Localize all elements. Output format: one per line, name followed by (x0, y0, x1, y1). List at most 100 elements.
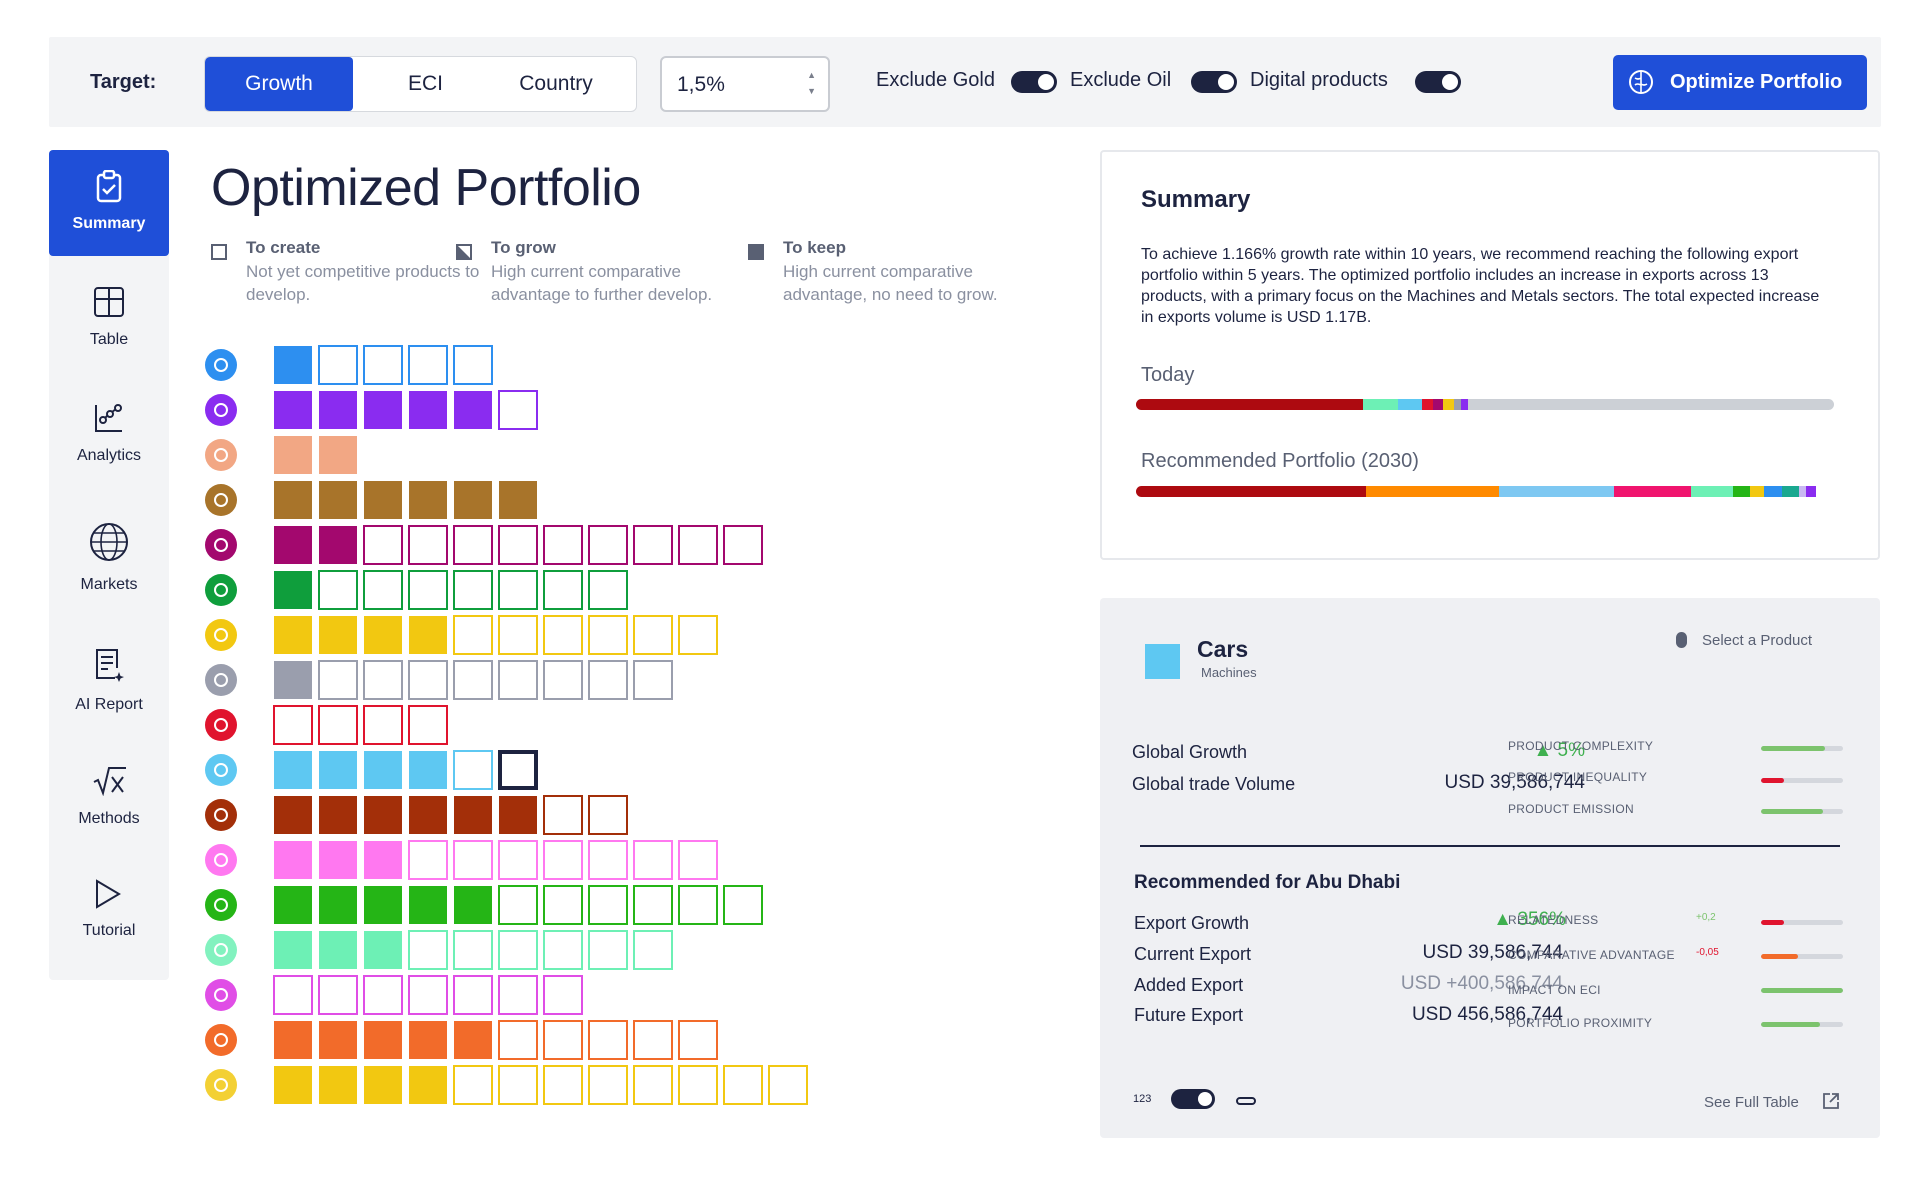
sidebar-item-methods[interactable]: Methods (49, 746, 169, 852)
product-cell[interactable] (318, 390, 358, 430)
product-cell[interactable] (588, 615, 628, 655)
product-cell[interactable] (363, 975, 403, 1015)
product-cell[interactable] (453, 1065, 493, 1105)
product-cell[interactable] (543, 525, 583, 565)
product-cell[interactable] (273, 885, 313, 925)
product-cell[interactable] (768, 1065, 808, 1105)
product-cell[interactable] (498, 480, 538, 520)
product-cell[interactable] (633, 930, 673, 970)
sidebar-item-analytics[interactable]: Analytics (49, 382, 169, 488)
external-link-icon[interactable] (1822, 1092, 1840, 1110)
product-cell[interactable] (318, 570, 358, 610)
product-cell[interactable] (363, 1065, 403, 1105)
product-cell[interactable] (273, 345, 313, 385)
product-cell[interactable] (453, 1020, 493, 1060)
product-cell[interactable] (318, 660, 358, 700)
exclude-oil-toggle[interactable] (1191, 71, 1237, 93)
product-cell[interactable] (588, 930, 628, 970)
product-cell[interactable] (273, 975, 313, 1015)
stepper-down-icon[interactable]: ▼ (807, 86, 816, 96)
product-cell[interactable] (453, 975, 493, 1015)
product-cell[interactable] (273, 390, 313, 430)
product-cell[interactable] (543, 1020, 583, 1060)
product-cell[interactable] (408, 885, 448, 925)
sector-icon[interactable] (205, 349, 237, 381)
product-cell[interactable] (678, 840, 718, 880)
sector-icon[interactable] (205, 1069, 237, 1101)
product-cell[interactable] (453, 885, 493, 925)
tab-country[interactable]: Country (519, 72, 593, 95)
product-cell[interactable] (453, 480, 493, 520)
sidebar-item-tutorial[interactable]: Tutorial (49, 858, 169, 964)
product-cell[interactable] (588, 1065, 628, 1105)
product-cell[interactable] (498, 930, 538, 970)
product-cell[interactable] (408, 480, 448, 520)
product-cell[interactable] (453, 525, 493, 565)
product-cell[interactable] (543, 615, 583, 655)
product-cell[interactable] (273, 840, 313, 880)
product-cell[interactable] (453, 750, 493, 790)
product-cell[interactable] (543, 930, 583, 970)
product-cell[interactable] (273, 615, 313, 655)
product-cell[interactable] (543, 795, 583, 835)
product-cell[interactable] (363, 660, 403, 700)
product-cell[interactable] (588, 885, 628, 925)
product-cell[interactable] (498, 615, 538, 655)
product-cell[interactable] (318, 480, 358, 520)
product-cell[interactable] (363, 705, 403, 745)
product-cell[interactable] (318, 750, 358, 790)
product-cell[interactable] (273, 660, 313, 700)
product-cell[interactable] (363, 525, 403, 565)
product-cell[interactable] (408, 390, 448, 430)
product-cell[interactable] (363, 615, 403, 655)
sector-icon[interactable] (205, 889, 237, 921)
product-cell[interactable] (273, 705, 313, 745)
product-cell[interactable] (543, 885, 583, 925)
product-cell[interactable] (543, 975, 583, 1015)
sidebar-item-ai-report[interactable]: AI Report (49, 628, 169, 734)
product-cell[interactable] (498, 840, 538, 880)
product-cell[interactable] (408, 570, 448, 610)
product-cell[interactable] (498, 390, 538, 430)
sector-icon[interactable] (205, 934, 237, 966)
product-cell[interactable] (498, 885, 538, 925)
product-cell[interactable] (678, 1020, 718, 1060)
product-cell[interactable] (588, 1020, 628, 1060)
product-cell[interactable] (498, 795, 538, 835)
rate-stepper[interactable]: 1,5% ▲ ▼ (660, 56, 830, 112)
product-cell[interactable] (543, 660, 583, 700)
stepper-up-icon[interactable]: ▲ (807, 70, 816, 80)
product-cell[interactable] (498, 525, 538, 565)
product-cell[interactable] (678, 615, 718, 655)
tab-growth[interactable]: Growth (205, 57, 353, 111)
product-cell[interactable] (363, 1020, 403, 1060)
product-cell[interactable] (453, 930, 493, 970)
product-cell[interactable] (633, 1065, 673, 1105)
product-cell[interactable] (633, 1020, 673, 1060)
product-cell[interactable] (408, 705, 448, 745)
product-cell[interactable] (363, 930, 403, 970)
product-cell[interactable] (723, 1065, 763, 1105)
sector-icon[interactable] (205, 574, 237, 606)
product-cell[interactable] (318, 885, 358, 925)
product-cell[interactable] (363, 885, 403, 925)
product-cell[interactable] (363, 570, 403, 610)
product-cell[interactable] (408, 975, 448, 1015)
sector-icon[interactable] (205, 394, 237, 426)
product-cell[interactable] (588, 570, 628, 610)
product-cell[interactable] (273, 1065, 313, 1105)
product-cell[interactable] (318, 975, 358, 1015)
product-cell[interactable] (723, 525, 763, 565)
product-cell[interactable] (318, 1020, 358, 1060)
sector-icon[interactable] (205, 484, 237, 516)
sector-icon[interactable] (205, 1024, 237, 1056)
product-cell[interactable] (318, 930, 358, 970)
sector-icon[interactable] (205, 709, 237, 741)
product-cell[interactable] (273, 435, 313, 475)
product-cell[interactable] (408, 750, 448, 790)
product-cell[interactable] (363, 390, 403, 430)
product-cell[interactable] (633, 615, 673, 655)
sidebar-item-markets[interactable]: Markets (49, 510, 169, 616)
product-cell[interactable] (273, 930, 313, 970)
sector-icon[interactable] (205, 799, 237, 831)
